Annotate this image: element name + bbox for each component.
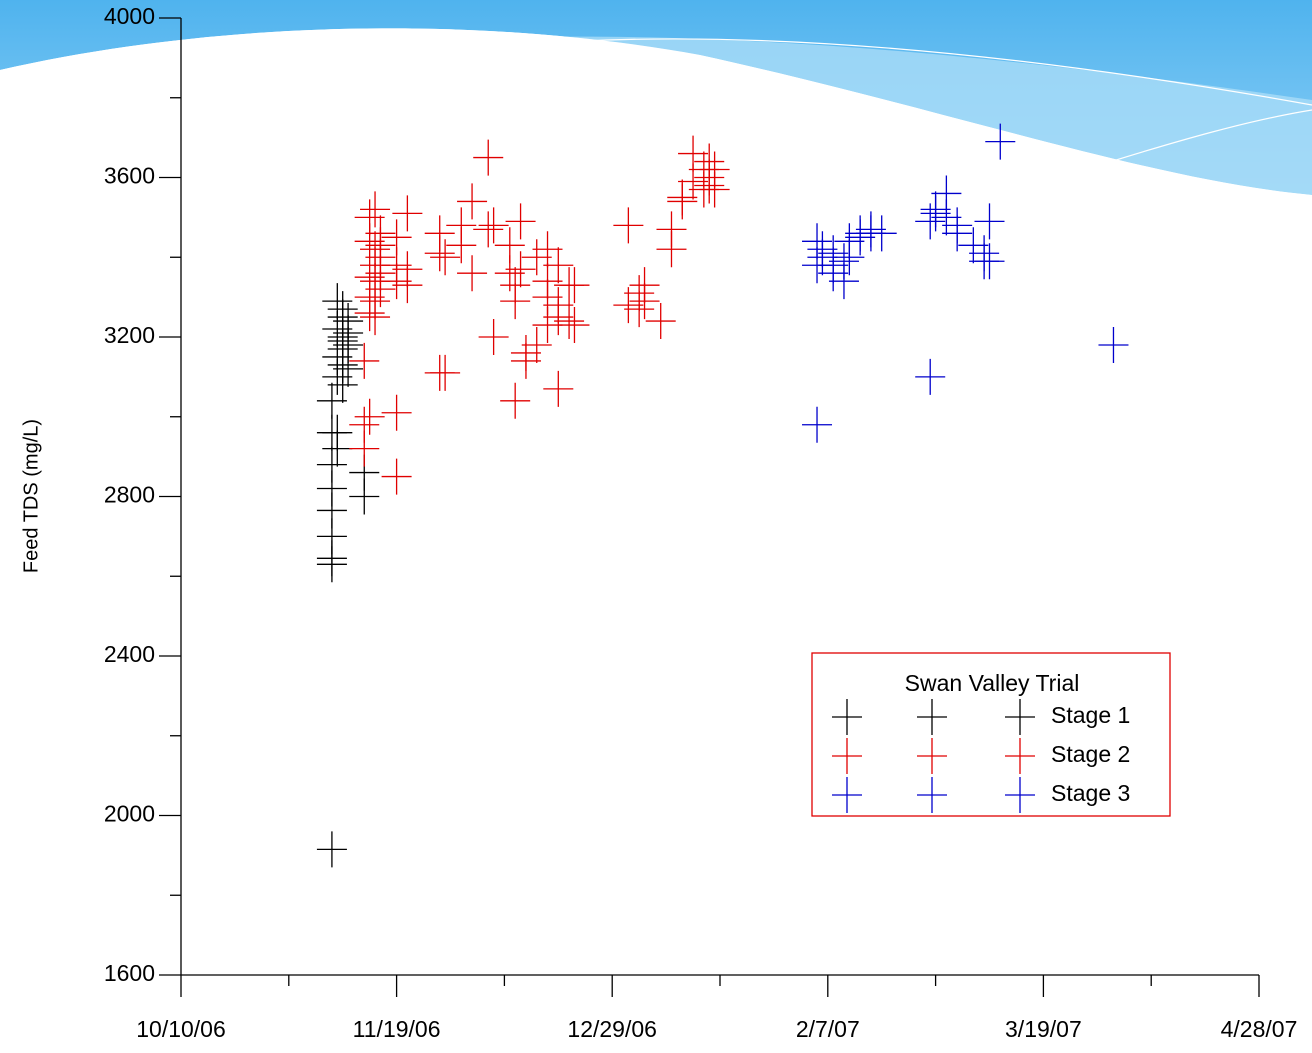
y-axis-label: Feed TDS (mg/L) <box>20 419 42 573</box>
y-tick-label: 1600 <box>104 960 155 986</box>
x-tick-label: 2/7/07 <box>796 1016 860 1042</box>
x-tick-label: 4/28/07 <box>1221 1016 1298 1042</box>
y-tick-label: 3200 <box>104 322 155 348</box>
y-tick-label: 2000 <box>104 801 155 827</box>
legend-title: Swan Valley Trial <box>905 670 1080 696</box>
x-tick-label: 12/29/06 <box>567 1016 657 1042</box>
x-tick-label: 10/10/06 <box>136 1016 226 1042</box>
y-tick-label: 2800 <box>104 482 155 508</box>
y-tick-label: 3600 <box>104 163 155 189</box>
legend-label: Stage 2 <box>1051 741 1130 767</box>
background-wave <box>0 0 1312 1053</box>
legend-label: Stage 3 <box>1051 780 1130 806</box>
legend: Swan Valley Trial Stage 1 Stage 2 Stage 3 <box>812 653 1170 816</box>
y-tick-label: 2400 <box>104 641 155 667</box>
x-tick-label: 11/19/06 <box>353 1016 441 1042</box>
y-tick-label: 4000 <box>104 3 155 29</box>
x-tick-label: 3/19/07 <box>1005 1016 1082 1042</box>
chart: Feed TDS (mg/L) Swan Valley Trial Stage … <box>0 0 1312 1053</box>
legend-label: Stage 1 <box>1051 702 1130 728</box>
